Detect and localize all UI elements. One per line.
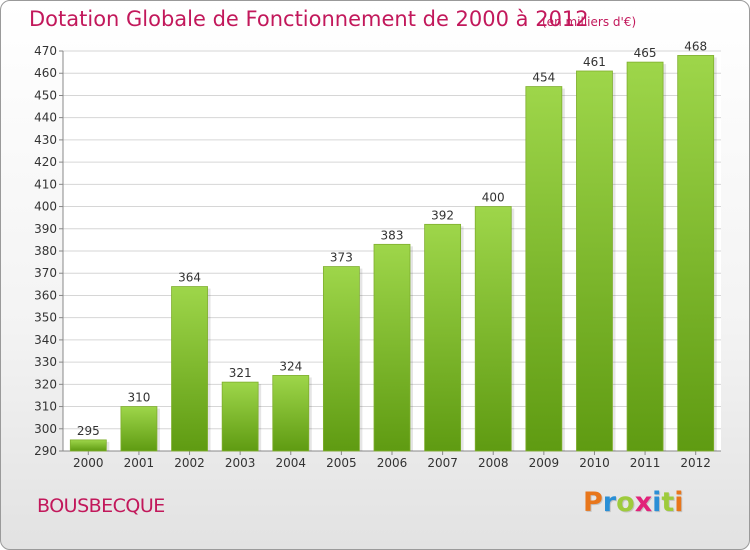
y-tick-label: 420 [34,155,57,169]
y-tick-label: 430 [34,133,57,147]
bar-2002 [171,286,208,452]
x-tick-label-2007: 2007 [427,456,458,470]
x-tick-label-2006: 2006 [377,456,408,470]
commune-name: BOUSBECQUE [37,495,165,517]
data-label-2003: 321 [229,366,252,380]
x-tick-label-2005: 2005 [326,456,357,470]
x-tick-label-2010: 2010 [579,456,610,470]
y-tick-label: 450 [34,88,57,102]
y-tick-label: 300 [34,422,57,436]
y-tick-label: 380 [34,244,57,258]
bar-2003 [221,381,259,452]
data-label-2008: 400 [482,191,505,205]
y-tick-label: 310 [34,400,57,414]
data-label-2002: 364 [178,271,201,285]
y-tick-label: 410 [34,177,57,191]
bar-2007 [424,223,462,452]
y-tick-label: 390 [34,222,57,236]
x-tick-label-2008: 2008 [478,456,509,470]
y-tick-label: 370 [34,266,57,280]
bar-2008 [474,206,512,452]
y-tick-label: 340 [34,333,57,347]
x-tick-label-2011: 2011 [630,456,661,470]
bar-2010 [576,70,613,452]
y-tick-label: 350 [34,311,57,325]
chart-title: Dotation Globale de Fonctionnement de 20… [29,7,589,31]
data-label-2001: 310 [127,391,150,405]
data-label-2006: 383 [381,228,404,242]
data-label-2005: 373 [330,251,353,265]
data-label-2011: 465 [634,46,657,60]
bar-2006 [373,243,411,452]
bar-2000 [69,439,107,452]
y-tick-label: 440 [34,111,57,125]
y-tick-label: 290 [34,444,57,458]
bar-2009 [525,86,563,452]
data-label-2000: 295 [77,424,100,438]
bar-2001 [120,406,158,452]
x-tick-label-2004: 2004 [275,456,306,470]
logo-letter: x [634,487,653,518]
data-label-2010: 461 [583,55,606,69]
logo-letter: i [652,487,662,518]
bar-2004 [272,375,310,452]
data-label-2012: 468 [684,39,707,53]
data-label-2007: 392 [431,208,454,222]
bar-2012 [677,55,715,452]
logo-letter: t [661,487,675,518]
y-tick-label: 320 [34,377,57,391]
x-tick-label-2002: 2002 [174,456,205,470]
logo-letter: P [583,487,603,518]
y-tick-label: 360 [34,288,57,302]
proxiti-logo[interactable]: Proxiti [583,487,684,518]
y-tick-label: 460 [34,66,57,80]
x-tick-label-2000: 2000 [73,456,104,470]
x-tick-label-2003: 2003 [225,456,256,470]
y-tick-label: 470 [34,44,57,58]
y-tick-label: 330 [34,355,57,369]
logo-letter: i [674,487,684,518]
x-tick-label-2009: 2009 [529,456,560,470]
y-tick-label: 400 [34,200,57,214]
data-label-2009: 454 [532,71,555,85]
logo-letter: o [616,487,635,518]
unit-label: (en milliers d'€) [542,15,637,29]
x-tick-label-2001: 2001 [124,456,155,470]
bar-2005 [322,266,360,452]
x-tick-label-2012: 2012 [680,456,711,470]
logo-letter: r [602,487,617,518]
data-label-2004: 324 [279,359,302,373]
bar-2011 [626,61,664,452]
